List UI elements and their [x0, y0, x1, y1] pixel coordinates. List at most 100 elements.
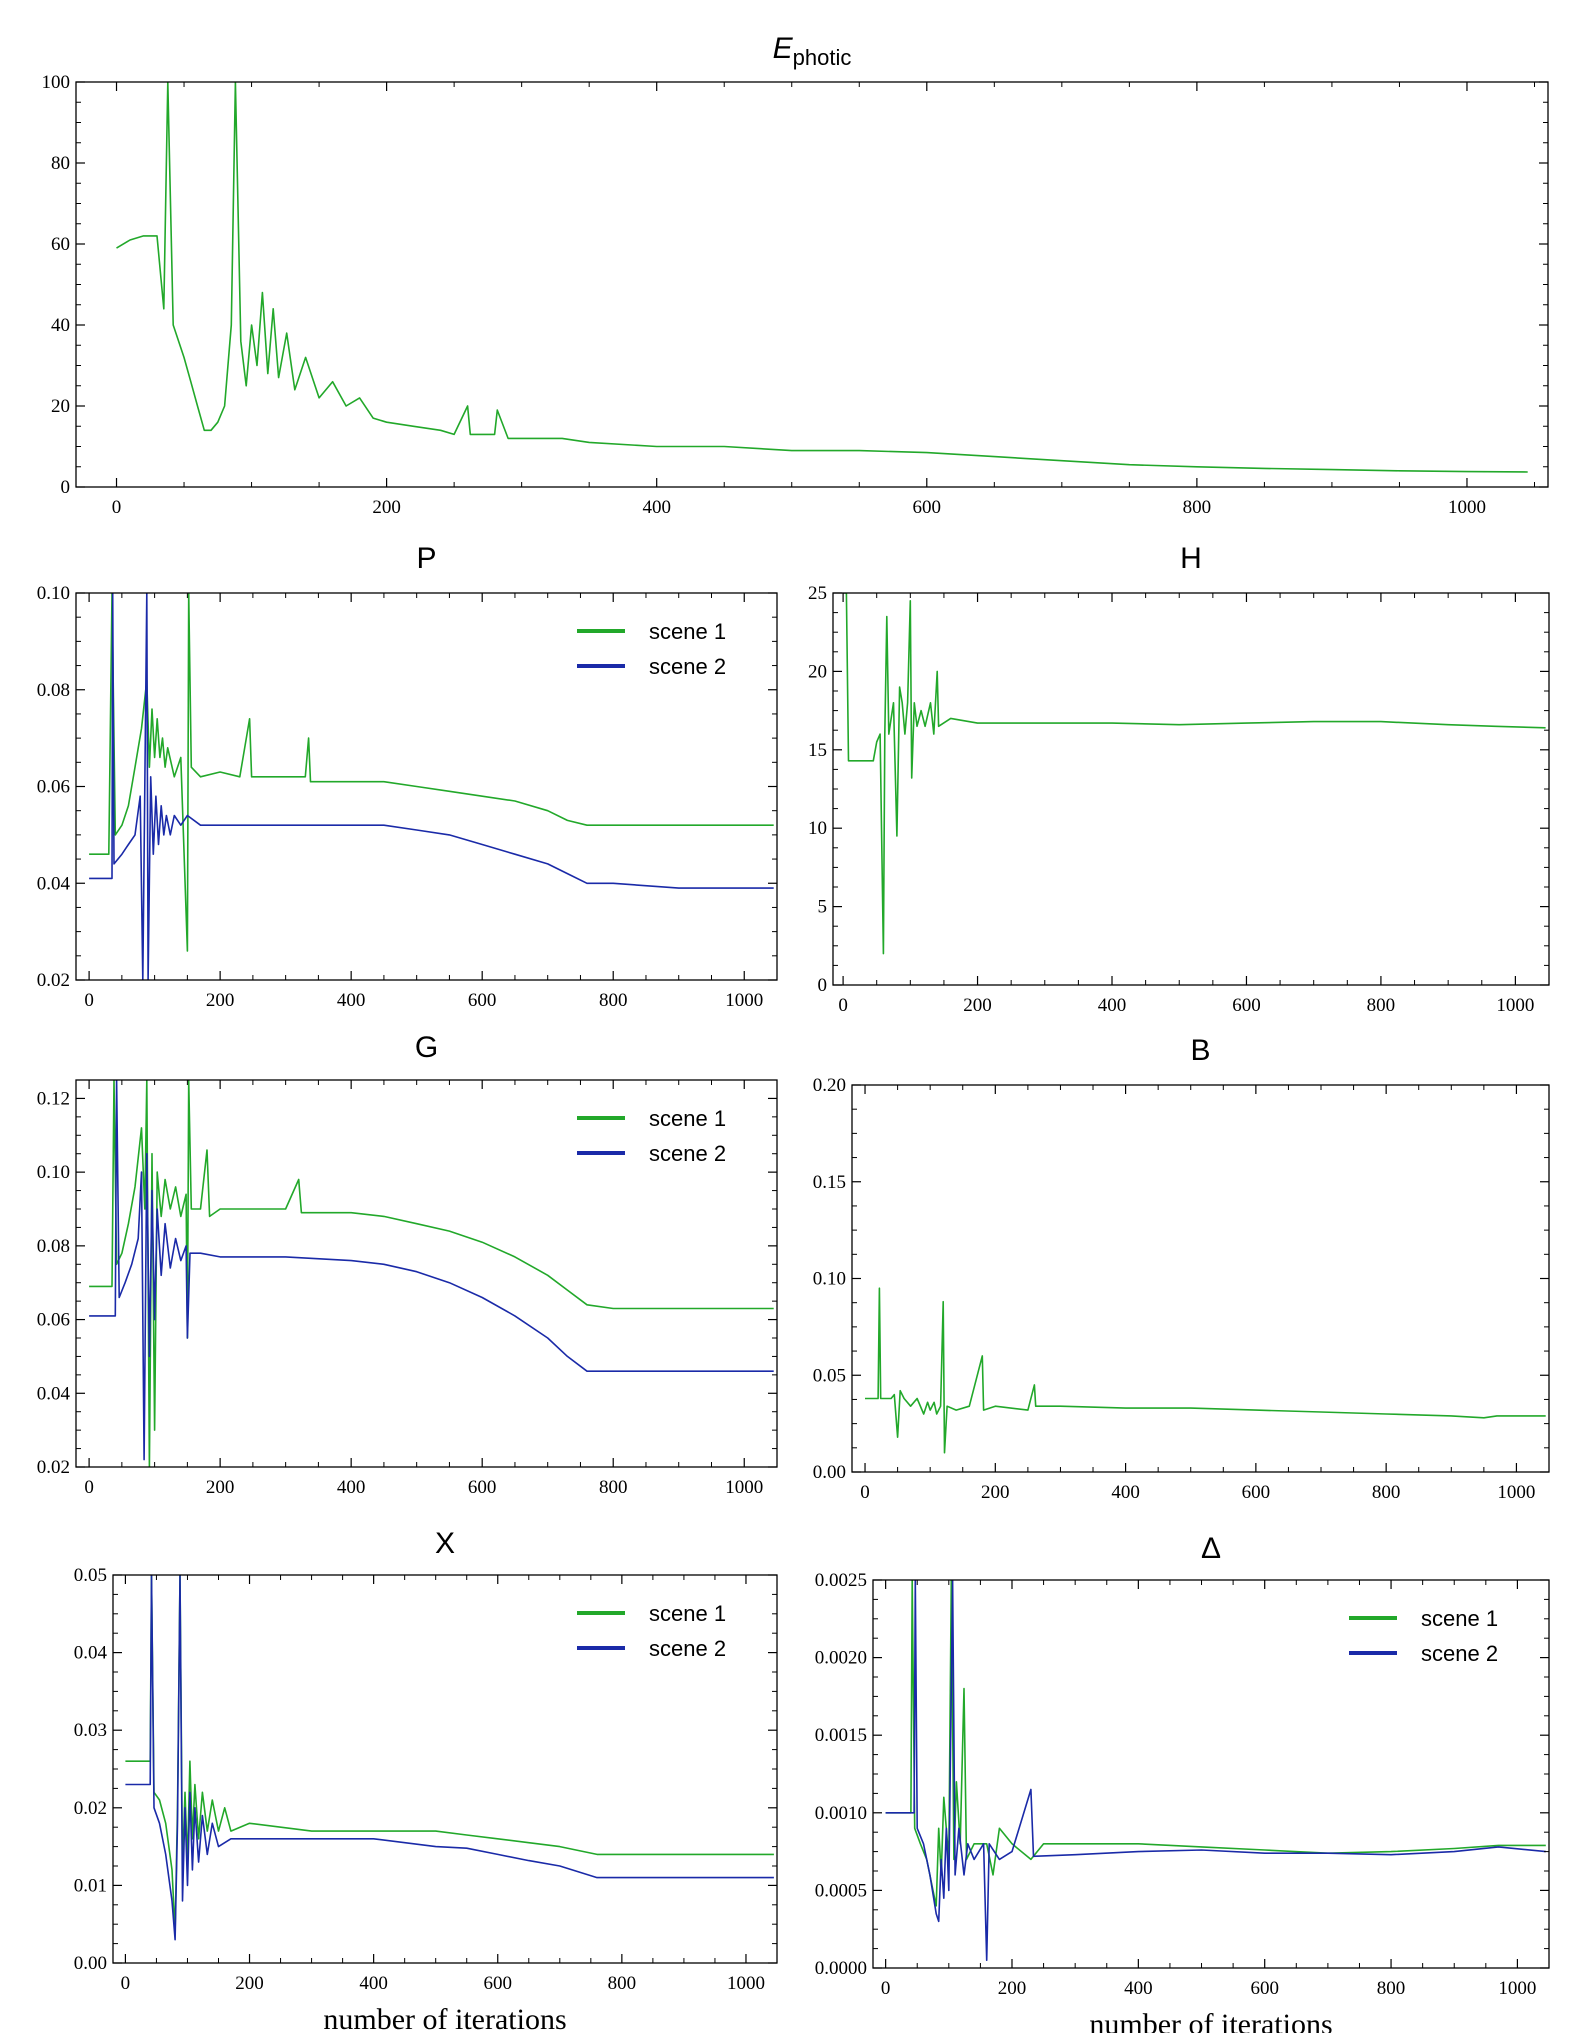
x-tick-label: 200	[998, 1978, 1027, 1999]
x-tick-label: 1000	[725, 990, 763, 1011]
chart-title: X	[435, 1527, 455, 1560]
y-tick-label: 0.0005	[815, 1880, 867, 1901]
x-tick-label: 1000	[1448, 497, 1486, 518]
legend: scene 1 scene 2	[577, 1601, 726, 1661]
y-tick-label: 0	[818, 975, 828, 996]
legend-label: scene 2	[1421, 1641, 1498, 1666]
x-tick-label: 200	[206, 1477, 235, 1498]
y-tick-label: 0.10	[813, 1269, 846, 1290]
legend-label: scene 2	[649, 1141, 726, 1166]
x-tick-label: 1000	[1496, 995, 1534, 1016]
chart-G: G 0 200 400 600 800 1000 0.02 0.04 0.06 0.08 0.10 0.…	[37, 1031, 778, 1498]
y-tick-label: 0.02	[74, 1798, 107, 1819]
x-tick-label: 800	[1183, 497, 1212, 518]
y-tick-label: 15	[808, 740, 827, 761]
chart-title-main: E	[773, 32, 794, 65]
y-tick-label: 0.02	[37, 970, 70, 991]
x-tick-label: 200	[235, 1973, 264, 1994]
plot-frame	[832, 592, 1550, 986]
plot-frame	[75, 81, 1549, 488]
y-tick-label: 0.05	[813, 1365, 846, 1386]
plot-frame	[872, 1579, 1550, 1969]
series-line-main	[116, 82, 1528, 473]
legend-label: scene 2	[649, 654, 726, 679]
series-line-scene-1	[89, 593, 774, 952]
x-tick-label: 800	[1367, 995, 1396, 1016]
x-tick-label: 400	[337, 990, 366, 1011]
y-tick-label: 0.01	[74, 1875, 107, 1896]
y-tick-label: 40	[51, 315, 70, 336]
legend-label: scene 2	[649, 1636, 726, 1661]
y-tick-label: 0.0000	[815, 1958, 867, 1979]
y-tick-label: 20	[808, 661, 827, 682]
legend-label: scene 1	[649, 1106, 726, 1131]
x-tick-label: 200	[206, 990, 235, 1011]
y-tick-label: 0.05	[74, 1565, 107, 1586]
x-tick-label: 400	[1124, 1978, 1153, 1999]
y-tick-label: 0.08	[37, 680, 70, 701]
x-tick-label: 800	[608, 1973, 637, 1994]
legend: scene 1 scene 2	[577, 619, 726, 679]
y-tick-label: 0.0020	[815, 1648, 867, 1669]
y-tick-label: 0.03	[74, 1720, 107, 1741]
legend-label: scene 1	[649, 1601, 726, 1626]
chart-title: H	[1180, 542, 1202, 575]
y-tick-label: 0.12	[37, 1088, 70, 1109]
legend-label: scene 1	[1421, 1606, 1498, 1631]
series-line-scene-2	[125, 1575, 774, 1941]
series-line-scene-2	[885, 1580, 1546, 1961]
y-tick-label: 0.10	[37, 1162, 70, 1183]
chart-title-subscript: photic	[793, 45, 852, 70]
y-tick-label: 10	[808, 818, 827, 839]
x-tick-label: 0	[860, 1482, 870, 1503]
plot-frame	[75, 1079, 778, 1468]
y-tick-label: 80	[51, 153, 70, 174]
x-tick-label: 0	[84, 1477, 94, 1498]
x-tick-label: 600	[483, 1973, 512, 1994]
chart-title: G	[415, 1031, 438, 1064]
y-tick-label: 60	[51, 234, 70, 255]
x-tick-label: 600	[1242, 1482, 1271, 1503]
chart-P: P 0 200 400 600 800 1000 0.02 0.04 0.06 0.08 0.10 sc…	[37, 542, 778, 1011]
x-tick-label: 0	[881, 1978, 891, 1999]
legend-label: scene 1	[649, 619, 726, 644]
series-line-scene-1	[89, 1080, 774, 1467]
legend: scene 1 scene 2	[577, 1106, 726, 1166]
chart-H: H 0 200 400 600 800 1000 0 5 10 15 20 25	[808, 542, 1550, 1016]
series-line-scene-2	[89, 593, 774, 980]
series-line-scene-1	[125, 1575, 774, 1933]
y-tick-label: 25	[808, 583, 827, 604]
y-tick-label: 0.06	[37, 1310, 70, 1331]
x-tick-label: 0	[838, 995, 848, 1016]
x-tick-label: 1000	[1498, 1978, 1536, 1999]
x-tick-label: 0	[84, 990, 94, 1011]
legend: scene 1 scene 2	[1349, 1606, 1498, 1666]
x-tick-label: 600	[468, 1477, 497, 1498]
chart-B: B 0 200 400 600 800 1000 0.00 0.05 0.10 0.15 0.20	[813, 1034, 1550, 1503]
chart-X: X 0 200 400 600 800 1000 0.00 0.01 0.02 0.03 0.04 0.…	[74, 1527, 778, 2033]
y-tick-label: 0.00	[74, 1953, 107, 1974]
x-tick-label: 600	[1250, 1978, 1279, 1999]
x-tick-label: 0	[121, 1973, 131, 1994]
x-tick-label: 400	[337, 1477, 366, 1498]
y-tick-label: 0.02	[37, 1457, 70, 1478]
x-tick-label: 200	[372, 497, 401, 518]
chart-title: B	[1190, 1034, 1210, 1067]
x-tick-label: 600	[913, 497, 942, 518]
y-tick-label: 0.15	[813, 1172, 846, 1193]
x-tick-label: 800	[599, 1477, 628, 1498]
x-tick-label: 200	[963, 995, 992, 1016]
x-tick-label: 0	[112, 497, 122, 518]
y-tick-label: 0.10	[37, 583, 70, 604]
y-tick-label: 0.04	[37, 873, 71, 894]
y-tick-label: 5	[818, 897, 828, 918]
y-tick-label: 0.0025	[815, 1570, 867, 1591]
series-line-scene-2	[89, 1080, 774, 1461]
series-line-main	[843, 593, 1546, 955]
plot-frame	[851, 1084, 1550, 1473]
chart-title: P	[416, 542, 436, 575]
x-tick-label: 400	[359, 1973, 388, 1994]
series-line-main	[865, 1287, 1546, 1454]
x-tick-label: 1000	[727, 1973, 765, 1994]
